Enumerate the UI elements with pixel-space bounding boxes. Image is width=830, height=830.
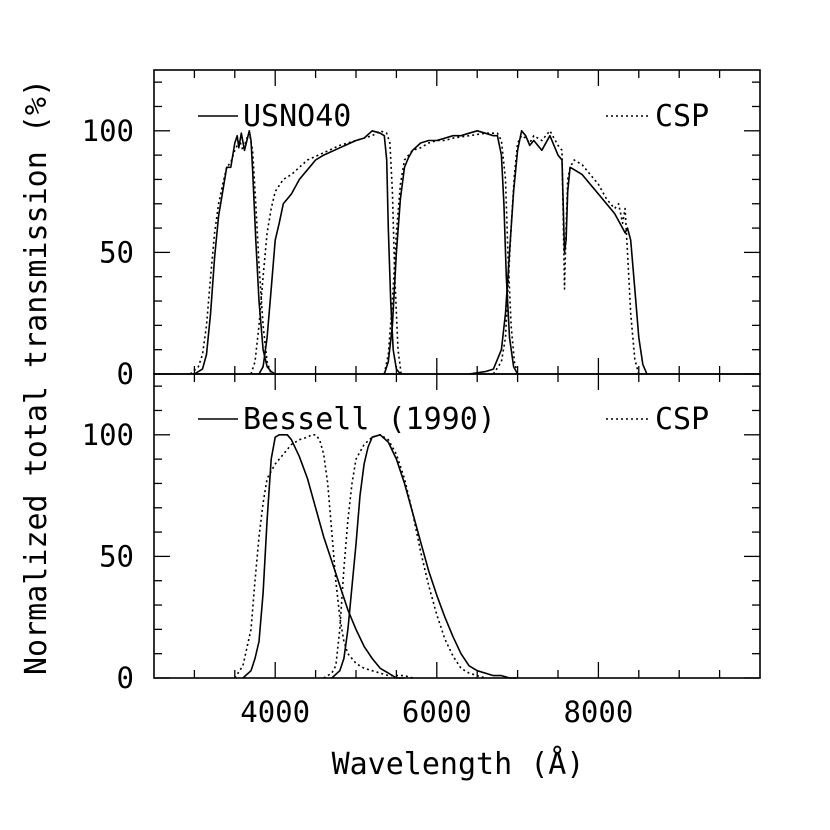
series-csp-b: [250, 130, 402, 375]
series-bessell-b: [242, 433, 405, 679]
y-tick-label: 0: [117, 357, 134, 391]
series-usno40-b: [258, 130, 402, 375]
y-tick-label: 100: [82, 418, 134, 452]
series-usno40-v: [383, 130, 519, 375]
y-tick-label: 50: [99, 539, 134, 573]
series-csp-v: [323, 433, 486, 679]
x-axis-label: Wavelength (Å): [332, 746, 585, 782]
series-usno40-i: [468, 130, 648, 375]
series-csp-i: [492, 130, 640, 375]
series-csp-v: [383, 132, 519, 375]
series-csp-b: [234, 433, 413, 679]
y-tick-label: 0: [117, 661, 134, 695]
y-axis-label: Normalized total transmission (%): [19, 79, 54, 675]
series-usno40-u: [193, 130, 276, 375]
bottom-panel: 0 50 100 4000 6000 8000: [82, 373, 761, 729]
y-tick-label: 50: [99, 235, 134, 269]
legend-label-csp-bottom: CSP: [655, 402, 709, 437]
x-tick-label: 4000: [240, 695, 310, 729]
y-tick-label: 100: [82, 114, 134, 148]
legend-label-usno40: USNO40: [243, 99, 351, 134]
legend-label-bessell: Bessell (1990): [243, 402, 496, 437]
series-bessell-v: [331, 433, 518, 679]
plot-frame: [153, 373, 761, 679]
x-tick-label: 8000: [563, 695, 633, 729]
x-tick-label: 6000: [402, 695, 472, 729]
legend-label-csp-top: CSP: [655, 99, 709, 134]
series-csp-u: [189, 132, 272, 375]
